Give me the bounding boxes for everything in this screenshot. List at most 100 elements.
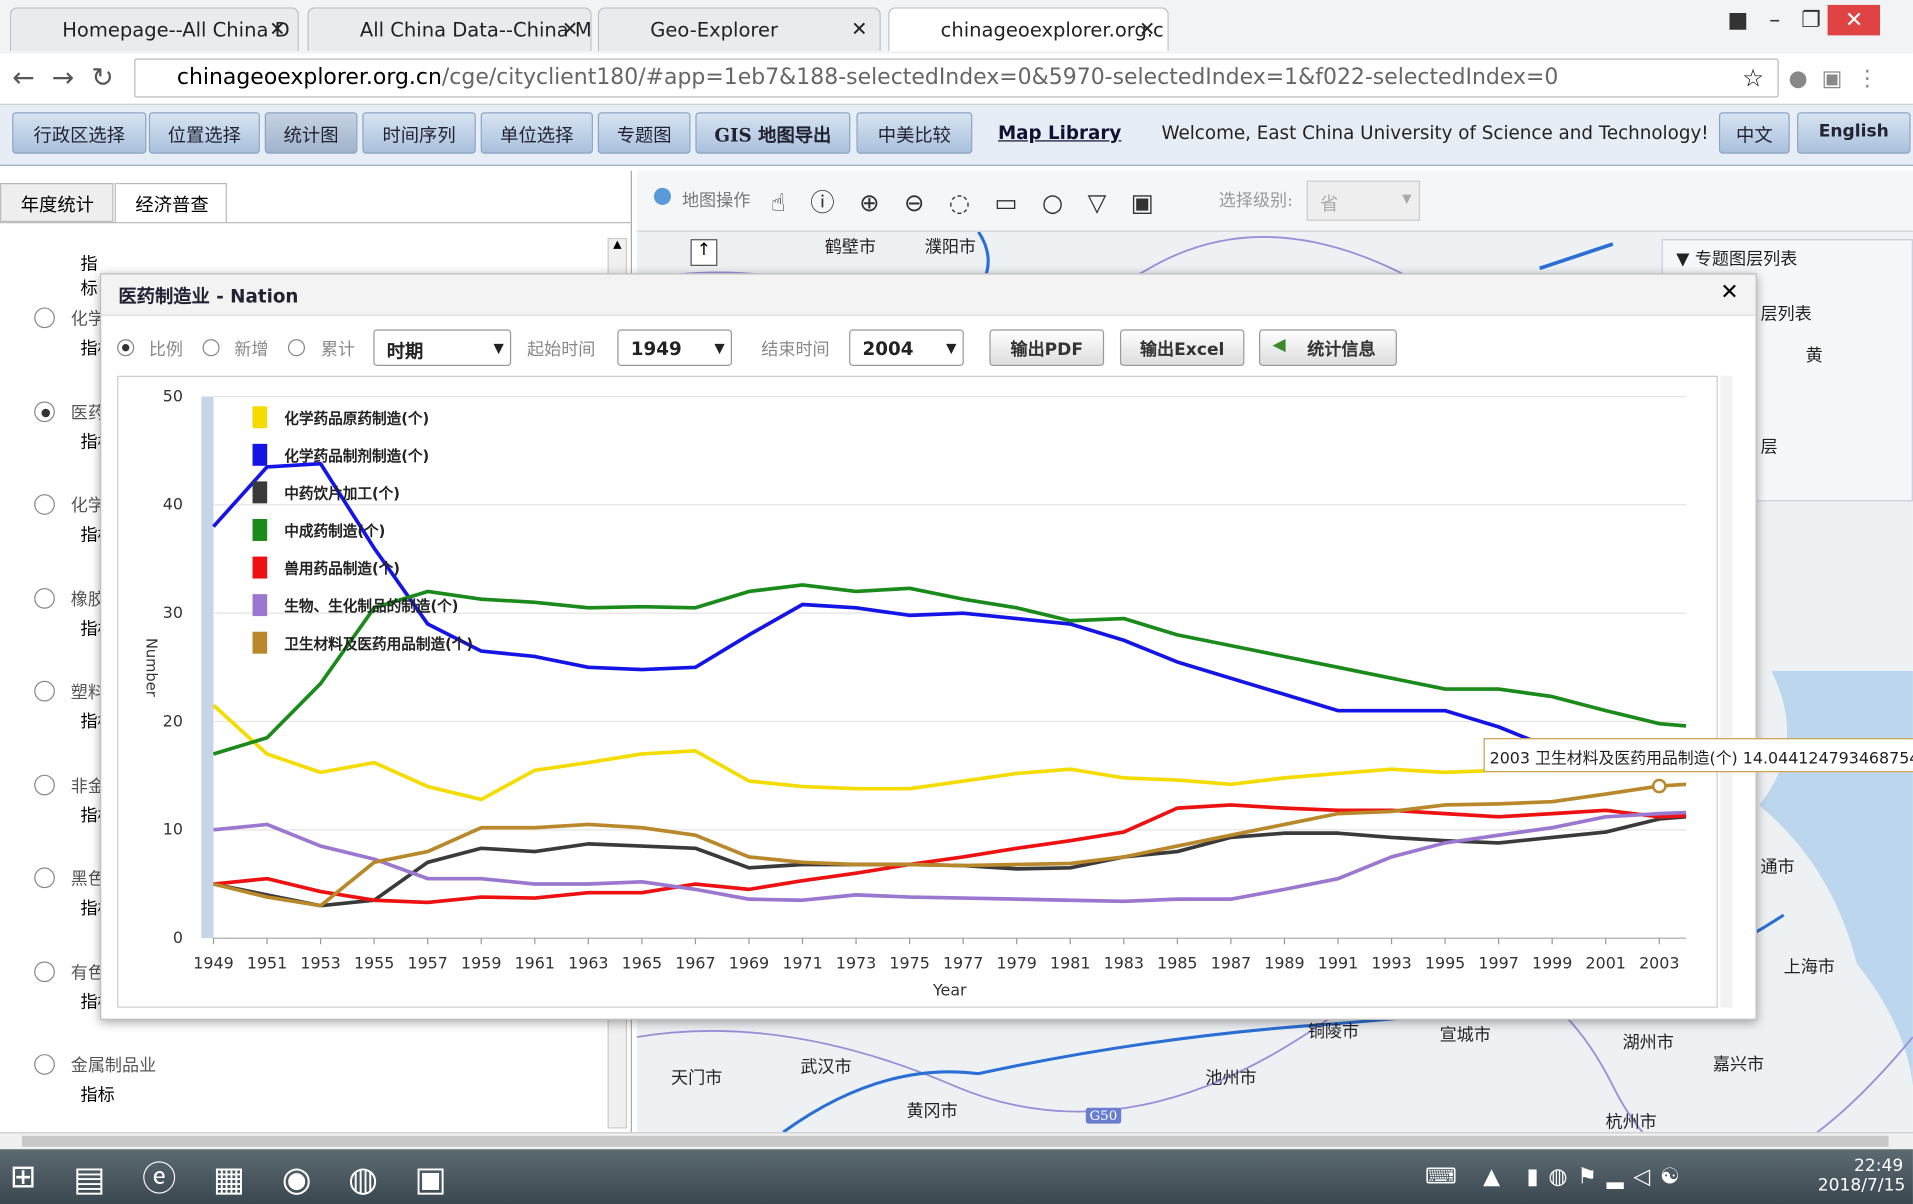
map-label: 濮阳市: [925, 234, 976, 258]
hover-marker: [1653, 780, 1665, 792]
nav-tab[interactable]: 专题图: [598, 112, 691, 153]
x-tick-label: 1959: [461, 954, 501, 973]
x-tick-label: 2003: [1639, 954, 1679, 973]
clock-date: 2018/7/15: [1818, 1176, 1903, 1196]
extensions[interactable]: ● ▣ ⋮: [1789, 66, 1879, 92]
x-tick-label: 2001: [1586, 954, 1626, 973]
indicator-label: 指标: [81, 251, 98, 300]
close-button[interactable]: ✕: [1720, 279, 1738, 305]
radio-button[interactable]: [288, 339, 305, 356]
page-scrollbar[interactable]: [0, 1132, 1913, 1149]
bookmark-star[interactable]: ☆: [1742, 63, 1764, 92]
page: {"browser":{"tabs":["Homepage--All China…: [0, 0, 1913, 1204]
map-label: 宣城市: [1440, 1022, 1491, 1046]
radio-button[interactable]: [34, 774, 55, 795]
x-tick-label: 1997: [1478, 954, 1518, 973]
window-controls[interactable]: ■ – ❐ ✕: [1728, 7, 1911, 44]
welcome-text: Welcome, East China University of Scienc…: [1161, 122, 1708, 144]
nav-tab[interactable]: 中美比较: [856, 112, 972, 153]
taskbar-apps[interactable]: ▤ⓔ▦◉◍▣: [73, 1153, 573, 1202]
radio-button[interactable]: [34, 494, 55, 515]
map-label: 上海市: [1784, 954, 1835, 978]
radio-button[interactable]: [34, 587, 55, 608]
x-tick-label: 1967: [675, 954, 715, 973]
map-icon: [654, 188, 671, 205]
indicator-label: 指标: [81, 1082, 115, 1106]
level-label: 选择级别:: [1219, 188, 1293, 212]
start-year-select[interactable]: 1949: [617, 329, 732, 366]
screen: Homepage--All China D✕ All China Data--C…: [0, 0, 1913, 1204]
radio-button[interactable]: [34, 681, 55, 702]
nav-tab[interactable]: 时间序列: [362, 112, 475, 153]
stats-button[interactable]: ◀统计信息: [1259, 329, 1397, 366]
export-pdf-button[interactable]: 输出PDF: [989, 329, 1104, 366]
panel-tab[interactable]: 经济普查: [115, 183, 227, 223]
nav-tab[interactable]: 单位选择: [481, 112, 593, 153]
river: [1540, 244, 1613, 268]
radio-button[interactable]: [203, 339, 220, 356]
radio-button[interactable]: [34, 307, 55, 328]
x-tick-label: 1951: [247, 954, 287, 973]
browser-tab[interactable]: Homepage--All China D✕: [10, 7, 299, 51]
browser-tab[interactable]: All China Data--China M✕: [307, 7, 591, 51]
tooltip-series: 卫生材料及医药用品制造(个): [1535, 750, 1738, 768]
map-label: 层列表: [1760, 301, 1811, 325]
map-label: 铜陵市: [1308, 1019, 1359, 1043]
level-select[interactable]: 省▼: [1307, 181, 1420, 221]
map-label: G50: [1086, 1108, 1121, 1124]
x-tick-label: 1987: [1211, 954, 1251, 973]
map-operation-label: 地图操作: [682, 188, 750, 212]
map-label: 嘉兴市: [1713, 1052, 1764, 1076]
x-tick-label: 1993: [1371, 954, 1411, 973]
x-tick-label: 1955: [354, 954, 394, 973]
radio-button[interactable]: [34, 961, 55, 982]
start-button[interactable]: ⊞: [10, 1159, 37, 1196]
y-tick-label: 10: [163, 820, 183, 839]
legend-label: 中成药制造(个): [284, 522, 385, 540]
panel-tab[interactable]: 年度统计: [0, 183, 113, 222]
x-tick-label: 1949: [193, 954, 233, 973]
layer-list-title[interactable]: ▼ 专题图层列表: [1676, 246, 1797, 270]
radio-button[interactable]: [34, 867, 55, 888]
y-tick-label: 20: [163, 711, 183, 730]
browser-tab[interactable]: Geo-Explorer✕: [598, 7, 881, 51]
browser-tab[interactable]: chinageoexplorer.org.c✕: [888, 7, 1169, 51]
map-library-link[interactable]: Map Library: [998, 122, 1121, 144]
legend-label: 化学药品原药制造(个): [284, 409, 429, 427]
x-tick-label: 1961: [515, 954, 555, 973]
nav-tab[interactable]: 统计图: [265, 112, 358, 153]
x-tick-label: 1963: [568, 954, 608, 973]
address-bar[interactable]: chinageoexplorer.org.cn/cge/cityclient18…: [134, 59, 1779, 98]
map-label: 鹤壁市: [825, 234, 876, 258]
legend-label: 化学药品制剂制造(个): [284, 447, 429, 465]
dialog-scrollbar[interactable]: [1720, 376, 1732, 1008]
map-label: 层: [1760, 434, 1777, 458]
nav-tab[interactable]: GIS 地图导出: [695, 112, 850, 153]
language-button[interactable]: English: [1797, 112, 1910, 153]
y-tick-label: 30: [163, 603, 183, 622]
radio-button[interactable]: [34, 1054, 55, 1075]
legend-label: 卫生材料及医药用品制造(个): [284, 635, 473, 653]
x-tick-label: 1985: [1157, 954, 1197, 973]
nav-tab[interactable]: 位置选择: [149, 112, 260, 153]
period-select[interactable]: 时期: [373, 329, 511, 366]
tab-title: Homepage--All China D: [62, 18, 289, 41]
map-label: 通市: [1760, 854, 1794, 878]
radio-button[interactable]: [117, 339, 134, 356]
x-tick-label: 1979: [997, 954, 1037, 973]
export-excel-button[interactable]: 输出Excel: [1120, 329, 1244, 366]
nav-tab[interactable]: 行政区选择: [12, 112, 146, 153]
nav-buttons[interactable]: ← → ↻: [12, 63, 114, 94]
tooltip-value: 14.044124793468754: [1743, 750, 1913, 768]
mode-label: 累计: [321, 337, 355, 361]
tray-icons[interactable]: ⌨ ▲ ▮◍⚑▂◁☯: [1425, 1164, 1690, 1190]
language-button[interactable]: 中文: [1719, 112, 1790, 153]
y-tick-label: 40: [163, 495, 183, 514]
x-tick-label: 1971: [782, 954, 822, 973]
map-label: 黄: [1806, 343, 1823, 367]
axis-band: [201, 397, 213, 939]
x-tick-label: 1965: [622, 954, 662, 973]
end-year-select[interactable]: 2004: [849, 329, 964, 366]
x-tick-label: 1969: [729, 954, 769, 973]
map-tools[interactable]: ☝ⓘ⊕⊖◌▭○▽▣: [761, 178, 1215, 222]
